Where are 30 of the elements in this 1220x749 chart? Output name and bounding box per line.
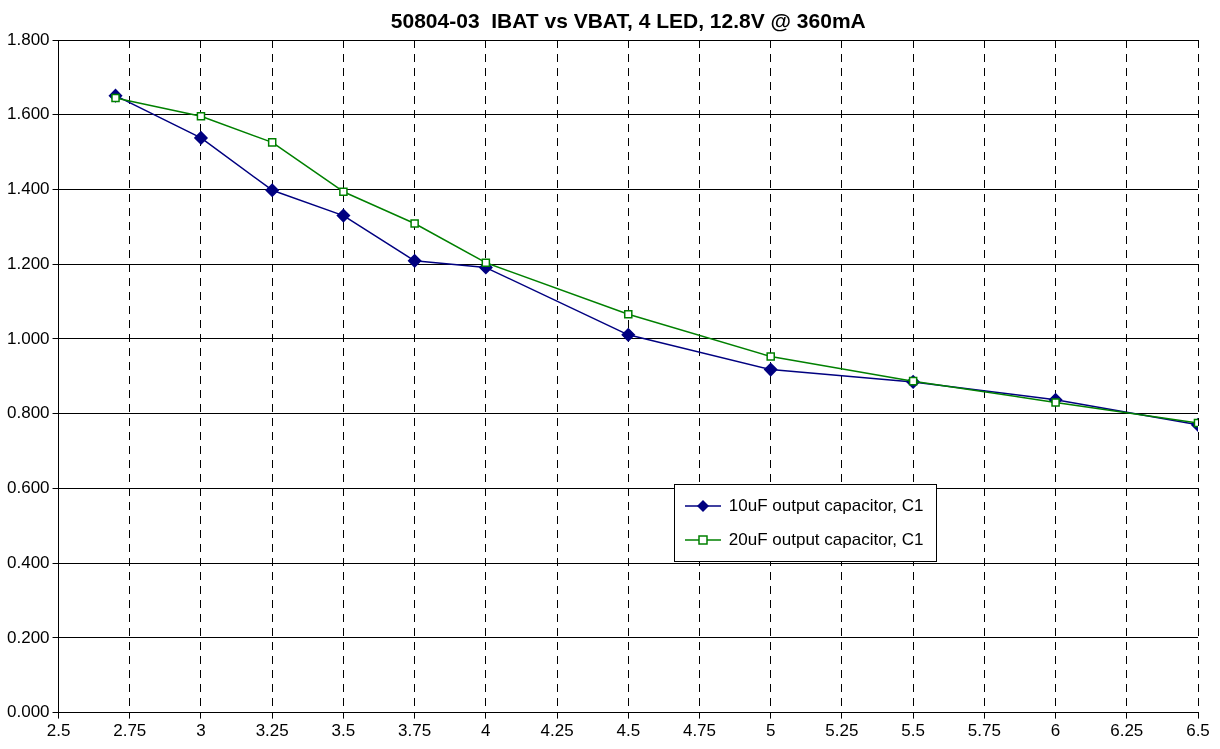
x-tick-label: 3.25 bbox=[255, 721, 289, 741]
x-tick-label: 4 bbox=[481, 721, 491, 741]
x-tick-label: 4.25 bbox=[540, 721, 574, 741]
x-tick-label: 6 bbox=[1050, 721, 1061, 741]
x-tick-label: 2.75 bbox=[113, 721, 147, 741]
x-tick-label: 5.25 bbox=[825, 721, 859, 741]
x-tick-label: 3.75 bbox=[398, 721, 432, 741]
y-tick-label: 1.600 bbox=[6, 104, 50, 124]
y-tick-label: 1.200 bbox=[6, 253, 50, 273]
x-tick-label: 6.25 bbox=[1110, 721, 1144, 741]
legend-label: 10uF output capacitor, C1 bbox=[728, 495, 924, 516]
chart-title: 50804-03 IBAT vs VBAT, 4 LED, 12.8V @ 360mA bbox=[390, 8, 866, 32]
x-tick-label: 5.75 bbox=[967, 721, 1001, 741]
y-tick-label: 0.200 bbox=[6, 627, 50, 647]
x-tick-label: 4.75 bbox=[682, 721, 717, 741]
y-tick-label: 0.800 bbox=[6, 403, 50, 423]
x-tick-label: 5 bbox=[765, 721, 776, 741]
y-tick-label: 0.400 bbox=[6, 552, 50, 572]
x-tick-label: 2.5 bbox=[46, 721, 71, 741]
x-tick-label: 5.5 bbox=[901, 721, 925, 741]
x-tick-label: 3.5 bbox=[331, 721, 356, 741]
y-tick-label: 1.800 bbox=[6, 29, 50, 49]
x-tick-label: 3 bbox=[196, 721, 206, 741]
y-tick-label: 1.400 bbox=[6, 179, 50, 199]
x-tick-label: 6.5 bbox=[1186, 721, 1210, 741]
y-tick-label: 1.000 bbox=[6, 328, 50, 348]
x-tick-label: 4.5 bbox=[616, 721, 641, 741]
y-tick-label: 0.600 bbox=[6, 478, 50, 498]
legend-label: 20uF output capacitor, C1 bbox=[728, 529, 924, 550]
y-tick-label: 0.000 bbox=[6, 702, 50, 722]
